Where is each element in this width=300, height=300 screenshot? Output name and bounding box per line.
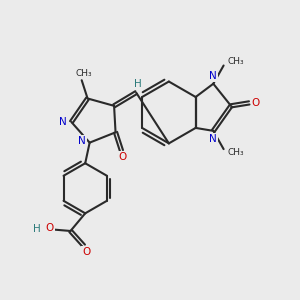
Text: O: O [82,247,90,257]
Text: N: N [209,71,217,81]
Text: CH₃: CH₃ [76,69,92,78]
Text: H: H [134,79,142,89]
Text: O: O [252,98,260,108]
Text: H: H [33,224,41,235]
Text: CH₃: CH₃ [228,58,244,67]
Text: CH₃: CH₃ [228,148,244,157]
Text: O: O [46,223,54,233]
Text: N: N [59,117,67,127]
Text: N: N [78,136,86,146]
Text: N: N [209,134,217,144]
Text: O: O [119,152,127,162]
